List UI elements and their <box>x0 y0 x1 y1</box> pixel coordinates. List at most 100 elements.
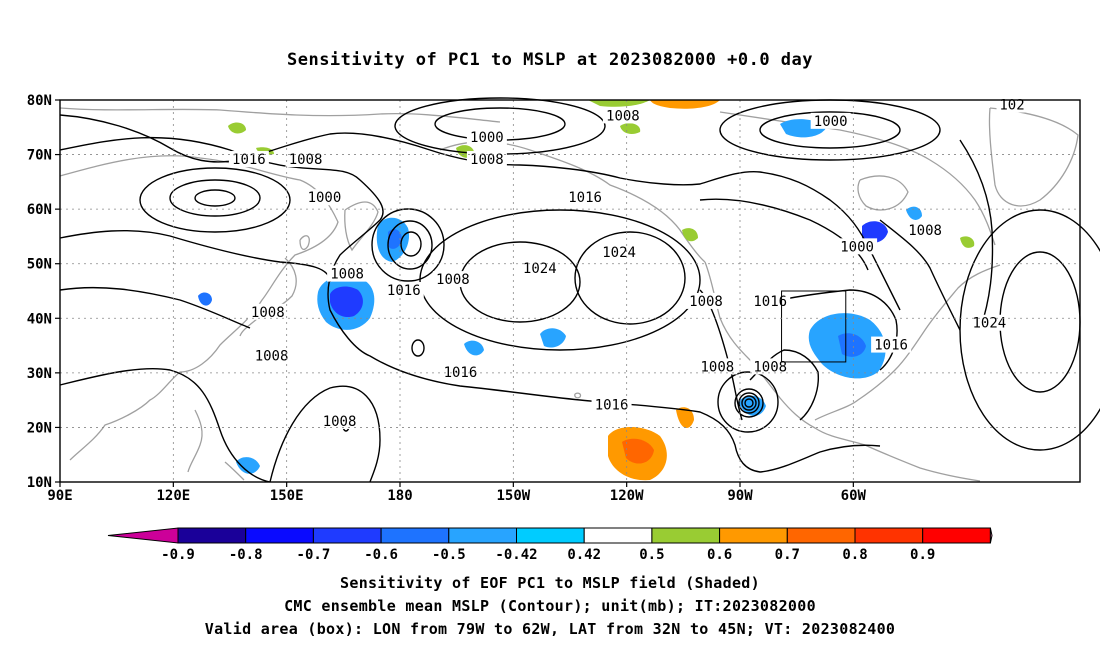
contour-line <box>194 189 236 207</box>
contour-line <box>59 114 901 311</box>
positive-shading <box>960 236 975 248</box>
lon-tick-label: 180 <box>387 488 412 504</box>
lat-tick-label: 80N <box>27 93 52 109</box>
lon-tick-label: 150W <box>496 488 530 504</box>
contour-label: 1008 <box>908 223 942 239</box>
contour-label-bg <box>697 358 738 375</box>
contour-label: 1008 <box>323 414 357 430</box>
lat-tick-label: 10N <box>27 475 52 491</box>
mslp-contours <box>59 97 1100 483</box>
contour-label: 1024 <box>523 261 557 277</box>
positive-shading <box>650 100 720 109</box>
contour-label-bg <box>466 129 507 146</box>
colorbar-label: 0.7 <box>775 547 800 563</box>
contour-label-bg <box>304 189 345 206</box>
colorbar-label: -0.42 <box>495 547 537 563</box>
contour-label-bg <box>432 271 473 288</box>
colorbar-segment <box>245 527 314 544</box>
positive-shading <box>622 438 654 464</box>
contour-label: 1016 <box>568 190 602 206</box>
map-title: Sensitivity of PC1 to MSLP at 2023082000… <box>286 50 813 70</box>
contour-label: 1000 <box>840 239 874 255</box>
colorbar-label: -0.5 <box>432 547 466 563</box>
caption-line-2: CMC ensemble mean MSLP (Contour); unit(m… <box>284 597 816 615</box>
lon-tick-label: 150E <box>270 488 304 504</box>
contour-label: 1008 <box>251 305 285 321</box>
contour-label: 1016 <box>753 294 787 310</box>
lon-tick-label: 120W <box>610 488 644 504</box>
contour-label-bg <box>319 412 360 429</box>
colorbar-below-triangle <box>107 527 179 544</box>
plot-area <box>60 100 1080 482</box>
contour-label: 1008 <box>289 152 323 168</box>
lat-tick-label: 20N <box>27 420 52 436</box>
lat-tick-label: 70N <box>27 148 52 164</box>
contour-line <box>59 136 881 473</box>
contour-label: 1008 <box>436 272 470 288</box>
colorbar-label: 0.6 <box>707 547 732 563</box>
contour-label-bg <box>602 107 643 124</box>
gridlines <box>60 100 1080 482</box>
positive-shading <box>620 123 641 134</box>
contour-label-bg <box>871 336 912 353</box>
map-frame <box>59 99 1081 483</box>
contour-label-bg <box>969 314 1010 331</box>
contour-line <box>717 371 779 433</box>
contour-line <box>411 339 425 357</box>
contour-line <box>169 179 261 217</box>
caption-line-3: Valid area (box): LON from 79W to 62W, L… <box>204 620 896 638</box>
positive-shading <box>588 100 650 107</box>
longitude-axis: 90E 120E 150E 180 150W 120W 90W 60W <box>47 482 867 504</box>
contour-line <box>734 388 764 418</box>
contour-line <box>959 139 994 331</box>
lon-tick-label: 90E <box>47 488 72 504</box>
colorbar-label: -0.6 <box>364 547 398 563</box>
negative-shading <box>388 229 402 249</box>
negative-shading <box>198 292 212 306</box>
negative-shading <box>330 286 363 318</box>
contour-label: 1016 <box>387 283 421 299</box>
negative-shading <box>464 340 484 356</box>
contour-label: 1008 <box>700 359 734 375</box>
lat-tick-label: 60N <box>27 202 52 218</box>
contour-label-bg <box>519 260 560 277</box>
colorbar-segment <box>516 527 585 544</box>
colorbar-segment <box>380 527 450 544</box>
contour-label-bg <box>466 151 507 168</box>
contour-line <box>387 220 433 270</box>
contour-label-bg <box>837 238 878 255</box>
colorbar-label: 0.9 <box>910 547 935 563</box>
contour-line <box>400 231 422 257</box>
contour-label-bg <box>599 243 640 260</box>
contour-label: 1016 <box>232 152 266 168</box>
colorbar-label: 0.42 <box>567 547 601 563</box>
contour-line <box>744 398 754 408</box>
lon-tick-label: 120E <box>156 488 190 504</box>
colorbar-segment <box>312 527 382 544</box>
caption-line-1: Sensitivity of EOF PC1 to MSLP field (Sh… <box>340 574 760 592</box>
colorbar-segment <box>651 527 721 544</box>
latitude-axis: 80N 70N 60N 50N 40N 30N 20N 10N <box>27 93 60 491</box>
contour-line <box>59 367 271 483</box>
lat-tick-label: 40N <box>27 311 52 327</box>
negative-shading <box>540 328 566 348</box>
colorbar-segment <box>922 527 991 544</box>
colorbar: -0.9 -0.8 -0.7 -0.6 -0.5 -0.42 0.42 0.5 0.6 0.7 0.… <box>107 527 993 563</box>
lon-tick-label: 90W <box>727 488 753 504</box>
colorbar-label: 0.8 <box>842 547 867 563</box>
contour-labels: 1016 1008 1000 1000 1008 1008 1000 1016 1024 1024… <box>228 96 1028 430</box>
colorbar-segment <box>854 527 924 544</box>
contour-line <box>574 231 686 325</box>
contour-label-bg <box>383 282 424 298</box>
contour-line <box>419 209 701 351</box>
contour-label-bg <box>591 396 632 413</box>
contour-label-bg <box>251 347 292 364</box>
colorbar-segment <box>448 527 517 544</box>
contour-label-bg <box>686 292 726 309</box>
contour-label-bg <box>228 151 269 168</box>
contour-line <box>269 385 381 483</box>
contour-label: 1008 <box>606 108 640 124</box>
contour-label: 1008 <box>470 152 504 168</box>
positive-shading <box>682 228 698 242</box>
